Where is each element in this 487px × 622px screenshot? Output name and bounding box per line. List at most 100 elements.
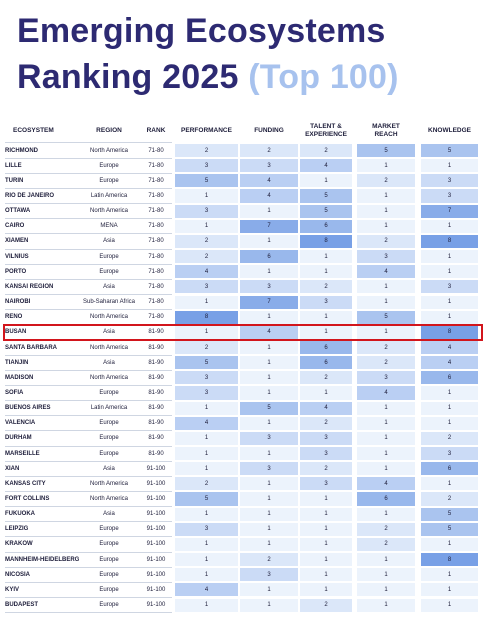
score-cell: 2: [175, 234, 238, 249]
score-cell: 1: [240, 371, 298, 385]
region-cell: Sub-Saharan Africa: [82, 299, 136, 306]
rank-cell: 91-100: [146, 602, 166, 609]
ecosystem-cell: NAIROBI: [5, 299, 31, 306]
score-cell: 1: [421, 583, 478, 597]
row-rule: [5, 218, 172, 220]
score-cell: 1: [421, 598, 478, 612]
ecosystem-cell: MARSEILLE: [5, 450, 40, 457]
score-cell: 4: [357, 386, 415, 400]
score-cell: 1: [300, 537, 352, 552]
score-cell: 1: [300, 250, 352, 264]
score-cell: 1: [421, 265, 478, 279]
ecosystem-cell: KYIV: [5, 586, 20, 593]
score-cell: 4: [300, 401, 352, 415]
score-cell: 2: [300, 598, 352, 612]
score-cell: 7: [421, 204, 478, 218]
score-cell: 1: [357, 325, 415, 339]
score-cell: 2: [240, 553, 298, 567]
row-rule: [5, 369, 172, 371]
region-cell: Europe: [99, 253, 119, 260]
score-cell: 2: [300, 462, 352, 476]
score-cell: 1: [357, 219, 415, 233]
score-cell: 1: [240, 492, 298, 506]
rank-cell: 91-100: [146, 480, 166, 487]
ecosystem-cell: BUSAN: [5, 329, 27, 336]
score-cell: 3: [175, 204, 238, 218]
score-cell: 7: [240, 295, 298, 309]
score-cell: 1: [240, 265, 298, 279]
score-cell: 8: [300, 234, 352, 249]
score-cell: 1: [421, 250, 478, 264]
score-cell: 4: [357, 265, 415, 279]
region-cell: Asia: [103, 359, 115, 366]
region-cell: Europe: [99, 450, 119, 457]
score-cell: 8: [421, 553, 478, 567]
score-cell: 1: [357, 553, 415, 567]
column-header: TALENT & EXPERIENCE: [305, 123, 347, 138]
score-cell: 1: [421, 295, 478, 309]
score-cell: 1: [175, 431, 238, 445]
score-cell: 1: [300, 583, 352, 597]
score-cell: 1: [300, 265, 352, 279]
score-cell: 3: [421, 189, 478, 203]
score-cell: 1: [421, 219, 478, 233]
region-cell: Europe: [99, 268, 119, 275]
score-cell: 1: [175, 537, 238, 552]
score-cell: 3: [175, 386, 238, 400]
score-cell: 3: [175, 371, 238, 385]
rank-cell: 91-100: [146, 541, 166, 548]
score-cell: 1: [357, 280, 415, 294]
score-cell: 2: [300, 416, 352, 430]
region-cell: Europe: [99, 435, 119, 442]
score-cell: 1: [240, 204, 298, 218]
score-cell: 2: [421, 431, 478, 445]
row-rule: [5, 430, 172, 432]
header-rule: [5, 142, 172, 143]
ecosystem-cell: CAIRO: [5, 223, 25, 230]
score-cell: 1: [240, 598, 298, 612]
region-cell: Europe: [99, 177, 119, 184]
rank-cell: 81-90: [148, 450, 164, 457]
score-cell: 2: [357, 340, 415, 355]
score-cell: 3: [240, 568, 298, 582]
ecosystem-cell: SOFIA: [5, 389, 24, 396]
score-cell: 4: [300, 159, 352, 173]
score-cell: 1: [175, 568, 238, 582]
ecosystem-cell: RENO: [5, 314, 23, 321]
score-cell: 4: [240, 189, 298, 203]
title-text: Emerging Ecosystems Ranking 2025: [17, 12, 386, 96]
ecosystem-cell: KANSAI REGION: [5, 283, 54, 290]
ecosystem-cell: XIAN: [5, 465, 20, 472]
region-cell: Asia: [103, 238, 115, 245]
row-rule: [5, 309, 172, 311]
ecosystem-cell: BUDAPEST: [5, 602, 39, 609]
column-header: MARKET REACH: [372, 123, 400, 138]
region-cell: North America: [89, 314, 128, 321]
row-rule: [5, 490, 172, 492]
score-cell: 2: [175, 144, 238, 158]
ecosystem-cell: RIO DE JANEIRO: [5, 193, 55, 199]
score-cell: 1: [175, 553, 238, 567]
region-cell: Europe: [99, 602, 119, 609]
region-cell: MENA: [100, 223, 118, 230]
ecosystem-cell: VILNIUS: [5, 253, 29, 260]
row-rule: [5, 172, 172, 174]
rank-cell: 71-80: [148, 193, 164, 199]
score-cell: 1: [300, 522, 352, 536]
row-rule: [5, 278, 172, 280]
score-cell: 1: [357, 204, 415, 218]
region-cell: Europe: [99, 420, 119, 427]
score-cell: 1: [357, 295, 415, 309]
score-cell: 1: [175, 295, 238, 309]
score-cell: 4: [421, 340, 478, 355]
score-cell: 3: [240, 462, 298, 476]
score-cell: 1: [357, 598, 415, 612]
ecosystem-cell: DURHAM: [5, 435, 32, 442]
ecosystem-cell: SANTA BARBARA: [5, 344, 57, 351]
region-cell: Asia: [103, 511, 115, 518]
score-cell: 1: [240, 537, 298, 552]
region-cell: Europe: [99, 556, 119, 563]
score-cell: 1: [300, 325, 352, 339]
score-cell: 2: [357, 537, 415, 552]
